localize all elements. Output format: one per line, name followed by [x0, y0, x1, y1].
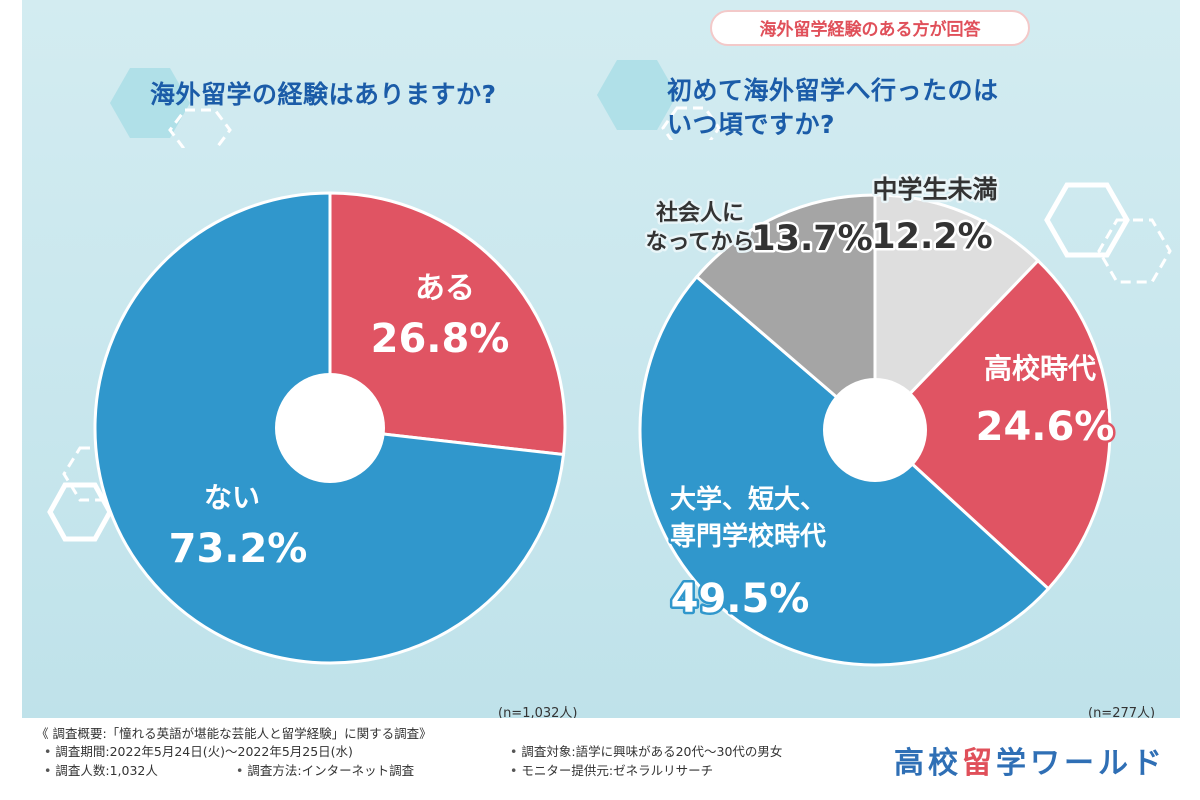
- bullet: •: [236, 763, 244, 778]
- survey-footer: [22, 718, 1180, 800]
- brand-name: 高校留学ワールド: [894, 738, 1166, 782]
- survey-provider-text: モニター提供元:ゼネラルリサーチ: [521, 763, 714, 778]
- pie-chart-2: 中学生未満 12.2% 高校時代 24.6% 大学、短大、専門学校時代 49.5% 社会人に…: [638, 173, 1117, 667]
- survey-method-text: 調査方法:インターネット調査: [247, 763, 415, 778]
- survey-count: • 調査人数:1,032人: [44, 762, 158, 780]
- survey-period: • 調査期間:2022年5月24日(火)〜2022年5月25日(水): [44, 743, 353, 761]
- answer-scope-tag: 海外留学経験のある方が回答: [710, 10, 1030, 46]
- slice-value-under-junior-high: 12.2%: [871, 217, 992, 257]
- brand-logo: 高校留学ワールド: [894, 738, 1166, 782]
- slice-value-aru: 26.8%: [371, 316, 510, 362]
- hexagon-decoration-right-title: [597, 60, 721, 140]
- slice-label-high-school: 高校時代: [984, 352, 1096, 385]
- chart2-title-line2: いつ頃ですか?: [667, 110, 836, 139]
- survey-period-text: 調査期間:2022年5月24日(火)〜2022年5月25日(水): [55, 744, 353, 759]
- slice-value-working: 13.7%: [751, 219, 872, 259]
- survey-provider: • モニター提供元:ゼネラルリサーチ: [510, 762, 713, 780]
- pie-hole: [823, 378, 927, 482]
- bullet: •: [510, 744, 518, 759]
- brand-char: ワ: [1030, 746, 1064, 781]
- slice-label-nai: ない: [204, 481, 260, 514]
- bullet: •: [44, 763, 52, 778]
- brand-char: 学: [996, 746, 1030, 781]
- slice-label-university-line1: 大学、短大、: [670, 484, 826, 515]
- slice-label-university-line2: 専門学校時代: [670, 521, 826, 552]
- pie-slice-0: [873, 193, 1041, 434]
- brand-char: ー: [1064, 746, 1098, 781]
- bullet: •: [44, 744, 52, 759]
- survey-count-text: 調査人数:1,032人: [55, 763, 158, 778]
- survey-target: • 調査対象:語学に興味がある20代〜30代の男女: [510, 743, 782, 761]
- slice-value-nai: 73.2%: [169, 526, 308, 572]
- slice-label-under-junior-high: 中学生未満: [872, 175, 997, 204]
- slice-value-university: 49.5%: [671, 576, 810, 622]
- slice-label-working-line2: なってから: [646, 230, 755, 255]
- slice-value-high-school: 24.6%: [976, 404, 1115, 450]
- survey-summary: 《 調査概要:「憧れる英語が堪能な芸能人と留学経験」に関する調査》: [36, 726, 432, 741]
- pie-slice-1: [872, 258, 1112, 591]
- survey-method: • 調査方法:インターネット調査: [236, 762, 414, 780]
- hexagon-decoration-left-title: [110, 68, 232, 148]
- brand-char: 留: [962, 746, 996, 781]
- chart1-title: 海外留学の経験はありますか?: [150, 80, 497, 109]
- brand-char: ド: [1132, 746, 1166, 781]
- pie-hole: [275, 373, 385, 483]
- pie-chart-1: ある 26.8% ない 73.2%: [93, 191, 567, 665]
- hexagon-decoration-right: [1044, 182, 1172, 284]
- chart2-sample-note: (n=277人): [1088, 706, 1156, 721]
- pie-slice-3: [694, 193, 877, 434]
- chart2-title-line1: 初めて海外留学へ行ったのは: [667, 76, 999, 105]
- brand-char: 高: [894, 746, 928, 781]
- slice-label-working-line1: 社会人に: [656, 200, 744, 226]
- survey-target-text: 調査対象:語学に興味がある20代〜30代の男女: [521, 744, 783, 759]
- brand-char: 校: [928, 746, 962, 781]
- chart1-sample-note: (n=1,032人): [498, 706, 578, 721]
- pie-slice-0: [328, 191, 567, 457]
- bullet: •: [510, 763, 518, 778]
- hexagon-decoration-left-bottom: [47, 446, 128, 542]
- slice-label-aru: ある: [415, 271, 475, 306]
- brand-char: ル: [1098, 746, 1132, 781]
